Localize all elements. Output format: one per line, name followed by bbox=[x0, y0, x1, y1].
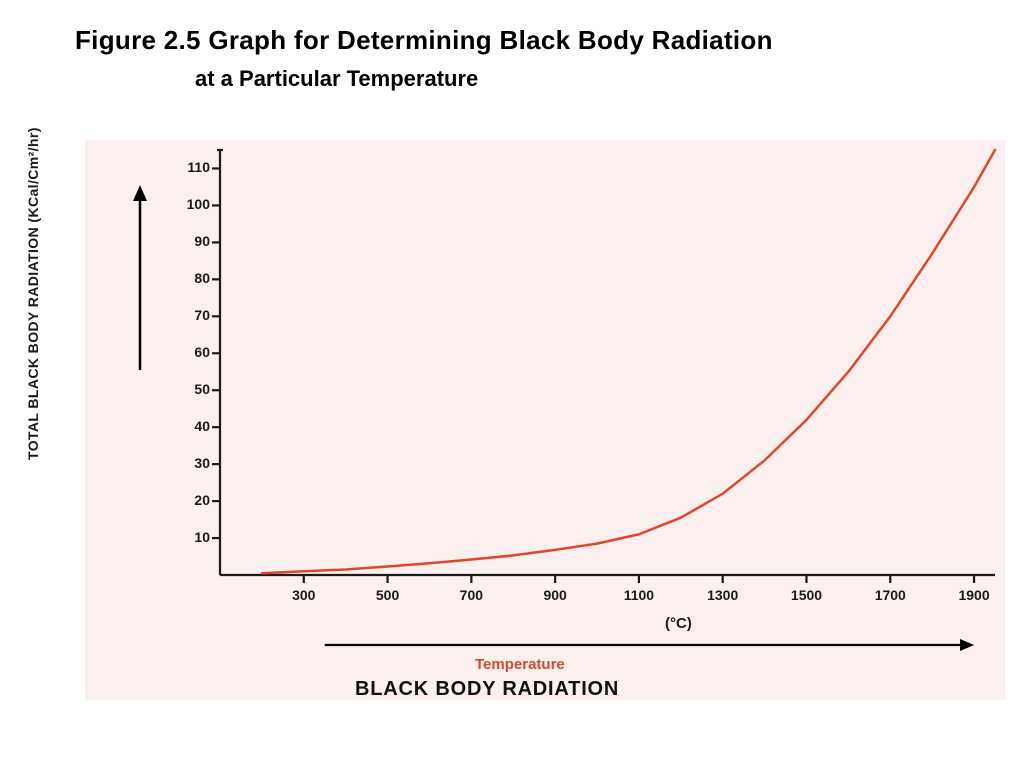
x-tick-500: 500 bbox=[363, 587, 413, 603]
x-tick-1700: 1700 bbox=[865, 587, 915, 603]
x-tick-700: 700 bbox=[446, 587, 496, 603]
y-tick-40: 40 bbox=[170, 418, 210, 434]
chart-svg bbox=[85, 140, 1005, 740]
x-tick-300: 300 bbox=[279, 587, 329, 603]
x-tick-1300: 1300 bbox=[698, 587, 748, 603]
page-root: Figure 2.5 Graph for Determining Black B… bbox=[0, 0, 1024, 768]
x-tick-1900: 1900 bbox=[949, 587, 999, 603]
x-axis-temperature-label: Temperature bbox=[475, 656, 565, 673]
x-tick-1100: 1100 bbox=[614, 587, 664, 603]
y-tick-100: 100 bbox=[170, 196, 210, 212]
x-axis-main-label: BLACK BODY RADIATION bbox=[355, 678, 619, 701]
y-tick-20: 20 bbox=[170, 492, 210, 508]
x-tick-1500: 1500 bbox=[781, 587, 831, 603]
y-tick-70: 70 bbox=[170, 307, 210, 323]
y-tick-80: 80 bbox=[170, 270, 210, 286]
y-tick-60: 60 bbox=[170, 344, 210, 360]
x-axis-unit: (°C) bbox=[665, 615, 692, 632]
y-tick-50: 50 bbox=[170, 381, 210, 397]
figure-title-line1: Figure 2.5 Graph for Determining Black B… bbox=[75, 25, 773, 56]
y-tick-10: 10 bbox=[170, 529, 210, 545]
y-tick-30: 30 bbox=[170, 455, 210, 471]
x-tick-900: 900 bbox=[530, 587, 580, 603]
y-tick-110: 110 bbox=[170, 159, 210, 175]
y-axis-label: TOTAL BLACK BODY RADIATION (KCal/Cm²/hr) bbox=[25, 127, 41, 460]
figure-title-line2: at a Particular Temperature bbox=[195, 66, 773, 92]
figure-title-block: Figure 2.5 Graph for Determining Black B… bbox=[75, 25, 773, 92]
y-tick-90: 90 bbox=[170, 233, 210, 249]
chart-panel: TOTAL BLACK BODY RADIATION (KCal/Cm²/hr)… bbox=[85, 140, 1005, 740]
